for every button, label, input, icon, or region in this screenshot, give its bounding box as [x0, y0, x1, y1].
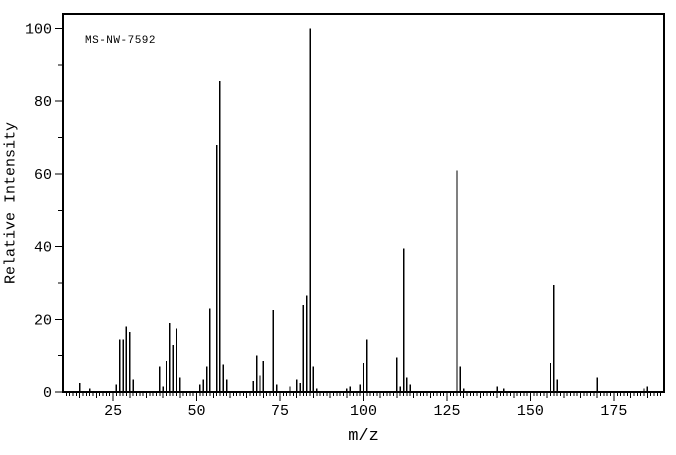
x-tick-label: 25 — [104, 403, 122, 420]
x-tick-label: 50 — [188, 403, 206, 420]
y-tick-label: 60 — [34, 167, 52, 184]
y-axis-title: Relative Intensity — [2, 121, 20, 285]
x-tick-label: 125 — [433, 403, 460, 420]
x-tick-label: 175 — [600, 403, 627, 420]
y-tick-label: 40 — [34, 240, 52, 257]
spectrum-id-label: MS-NW-7592 — [85, 35, 157, 47]
y-tick-label: 100 — [25, 22, 52, 39]
x-tick-label: 150 — [517, 403, 544, 420]
plot-frame — [62, 13, 665, 393]
x-axis-title: m/z — [348, 427, 379, 446]
y-tick-label: 0 — [43, 385, 52, 402]
x-tick-label: 75 — [271, 403, 289, 420]
y-tick-label: 20 — [34, 312, 52, 329]
y-tick-label: 80 — [34, 94, 52, 111]
x-tick-label: 100 — [350, 403, 377, 420]
